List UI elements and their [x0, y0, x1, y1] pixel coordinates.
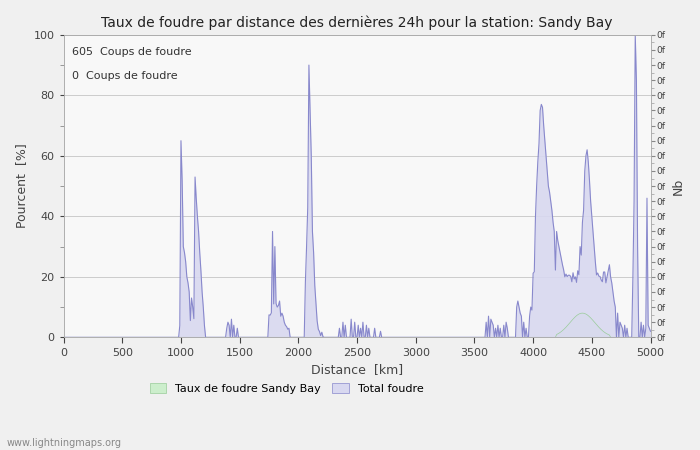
X-axis label: Distance  [km]: Distance [km]: [311, 363, 403, 376]
Text: www.lightningmaps.org: www.lightningmaps.org: [7, 438, 122, 448]
Text: 0  Coups de foudre: 0 Coups de foudre: [72, 71, 178, 81]
Text: 605  Coups de foudre: 605 Coups de foudre: [72, 47, 192, 57]
Y-axis label: Pourcent  [%]: Pourcent [%]: [15, 144, 28, 229]
Y-axis label: Nb: Nb: [672, 177, 685, 195]
Legend: Taux de foudre Sandy Bay, Total foudre: Taux de foudre Sandy Bay, Total foudre: [146, 378, 428, 398]
Title: Taux de foudre par distance des dernières 24h pour la station: Sandy Bay: Taux de foudre par distance des dernière…: [102, 15, 612, 30]
